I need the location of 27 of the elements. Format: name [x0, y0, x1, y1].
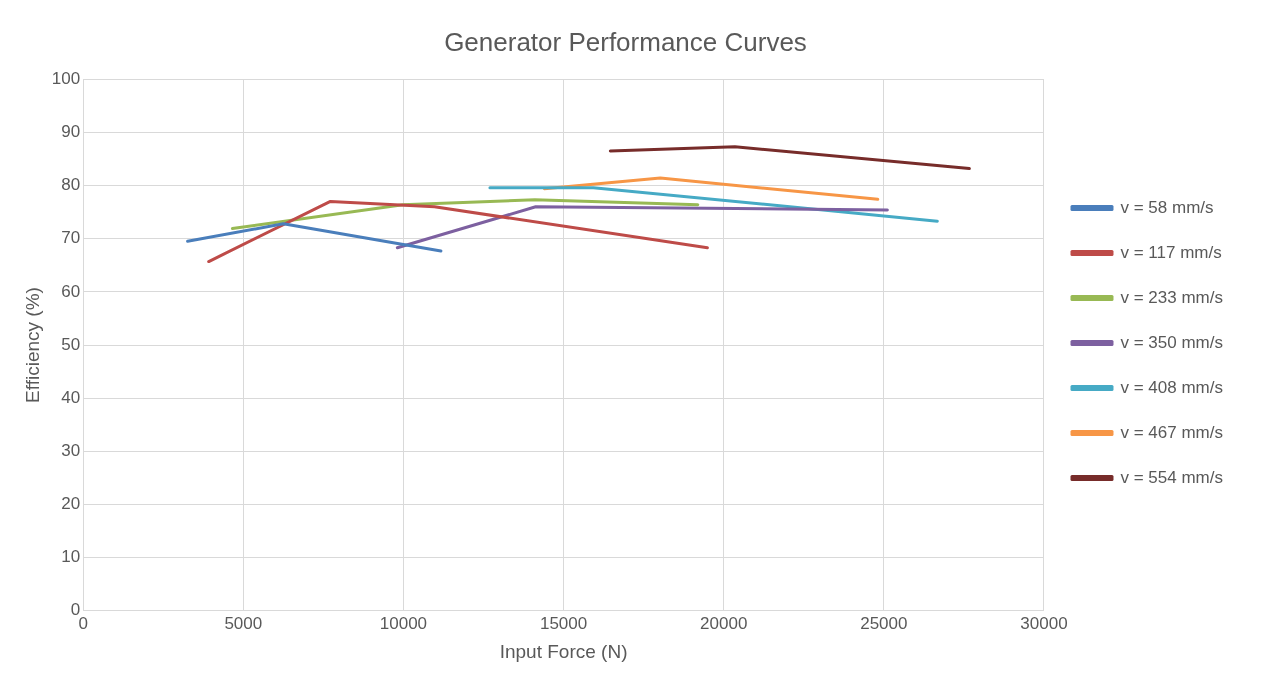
x-tick-label: 10000: [379, 613, 428, 633]
legend-label: v = 467 mm/s: [1120, 422, 1224, 442]
y-axis-title: Efficiency (%): [21, 287, 43, 403]
x-tick-label: 5000: [224, 613, 263, 633]
y-tick-label: 50: [61, 334, 81, 354]
legend-label: v = 554 mm/s: [1120, 467, 1224, 487]
chart-title: Generator Performance Curves: [444, 26, 807, 57]
x-tick-label: 25000: [860, 613, 908, 633]
x-tick-label: 30000: [1020, 613, 1068, 633]
y-tick-label: 70: [61, 228, 81, 248]
y-tick-label: 0: [70, 600, 81, 620]
legend-label: v = 408 mm/s: [1120, 377, 1224, 397]
y-tick-label: 20: [61, 494, 81, 514]
legend-label: v = 233 mm/s: [1120, 287, 1224, 307]
y-tick-label: 30: [61, 441, 81, 461]
y-tick-label: 90: [61, 122, 81, 142]
y-tick-label: 100: [51, 68, 81, 88]
legend-label: v = 117 mm/s: [1120, 242, 1222, 262]
x-tick-label: 20000: [700, 613, 748, 633]
y-tick-label: 80: [61, 175, 81, 195]
legend-label: v = 58 mm/s: [1120, 197, 1214, 217]
y-tick-label: 10: [61, 547, 81, 567]
y-tick-label: 60: [61, 281, 81, 301]
x-tick-label: 15000: [539, 613, 588, 633]
x-axis-title: Input Force (N): [499, 640, 628, 662]
legend-label: v = 350 mm/s: [1120, 332, 1224, 352]
y-tick-label: 40: [61, 387, 81, 407]
